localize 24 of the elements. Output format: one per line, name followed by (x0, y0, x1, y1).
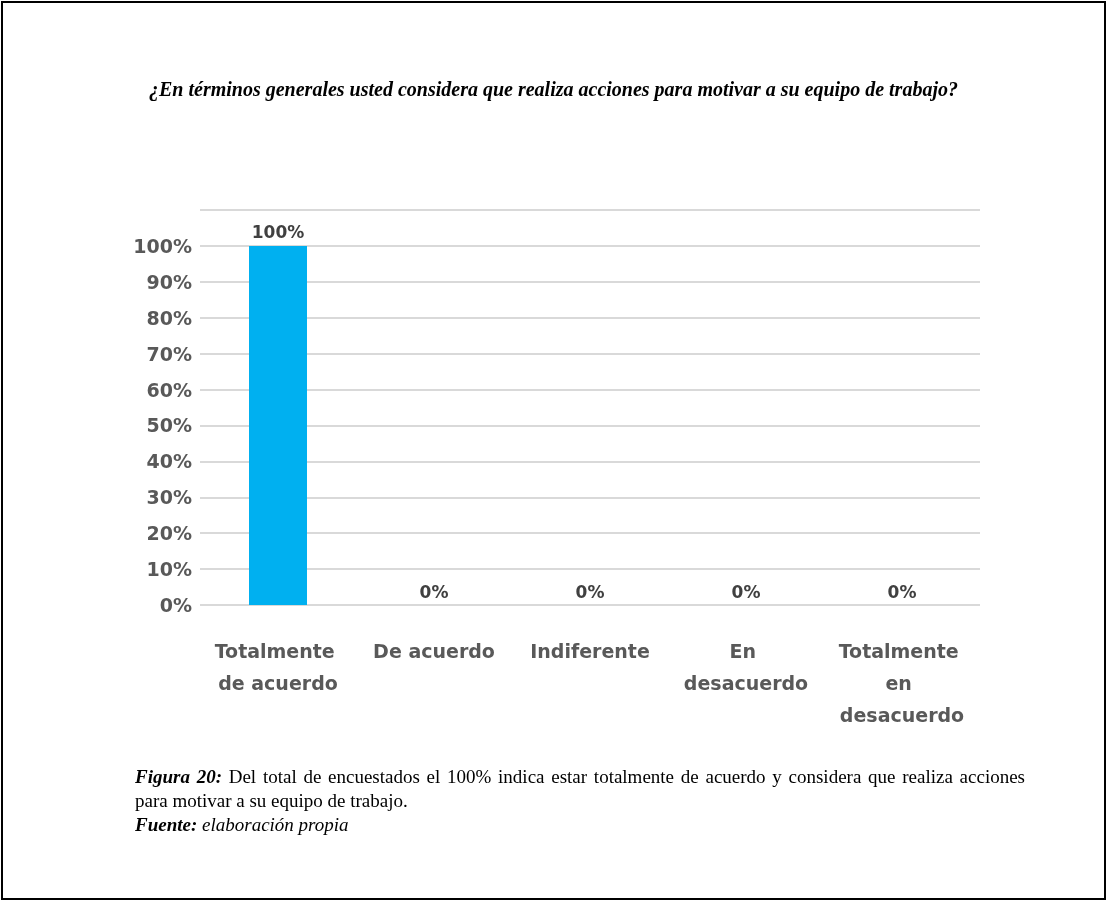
data-label: 0% (419, 581, 449, 602)
y-tick-label: 40% (146, 450, 192, 473)
y-tick-label: 20% (146, 522, 192, 545)
data-label: 0% (731, 581, 761, 602)
x-tick-label: Totalmente de acuerdo (214, 640, 342, 694)
y-tick-label: 60% (146, 378, 192, 401)
source-note: Fuente: elaboración propia (135, 813, 350, 837)
text: Figura 20: Del total de encuestados el 100% indica estar totalmente de acuerdo y considera que realiza acciones para motivar a su equipo de trabajo. (135, 765, 1025, 813)
data-label: 100% (251, 222, 305, 243)
x-tick-label: Totalmente en desacuerdo (838, 640, 966, 726)
x-tick-label: En desacuerdo (683, 640, 809, 694)
y-tick-label: 50% (146, 414, 192, 437)
y-tick-label: 10% (146, 558, 192, 581)
y-tick-label: 30% (146, 486, 192, 509)
y-tick-label: 70% (146, 342, 192, 365)
y-tick-label: 0% (159, 594, 192, 616)
y-tick-label: 100% (133, 234, 192, 257)
chart-title: ¿En términos generales usted considera que realiza acciones para motivar a su equipo de trabajo? (148, 78, 959, 101)
data-label: 0% (887, 581, 917, 602)
x-tick-label: Indiferente (530, 640, 650, 662)
y-tick-label: 80% (146, 306, 192, 329)
x-tick-label: De acuerdo (373, 640, 495, 662)
y-tick-label: 90% (146, 270, 192, 293)
data-label: 0% (575, 581, 605, 602)
